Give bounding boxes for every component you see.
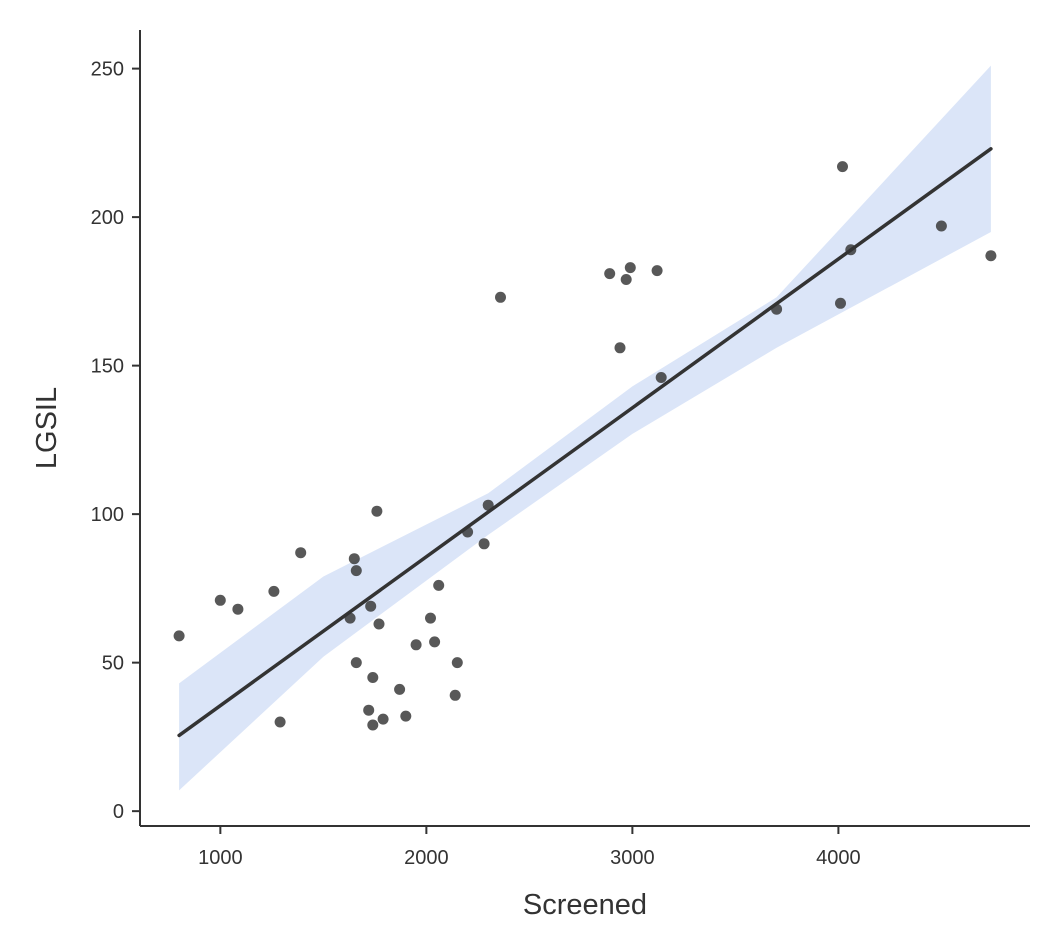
data-point-19 [400,710,412,722]
regression-line [177,147,993,738]
data-point-34 [651,265,663,277]
data-point-40 [935,220,947,232]
data-point-30 [604,268,616,280]
data-point-6 [295,547,307,559]
data-point-25 [451,657,463,669]
data-point-23 [433,579,445,591]
data-point-2 [214,594,226,606]
data-point-22 [429,636,441,648]
data-point-21 [425,612,436,624]
axes-layer [139,30,1030,827]
x-tick-label: 3000 [610,847,655,869]
data-point-3 [232,603,244,615]
data-point-17 [377,713,389,725]
data-point-11 [363,704,375,716]
data-point-9 [350,565,362,577]
data-point-20 [410,639,422,651]
fit-line-layer [177,147,993,738]
data-point-10 [350,657,362,669]
confidence-band [179,65,991,791]
data-point-12 [365,600,377,612]
data-point-32 [620,274,632,285]
data-point-27 [478,538,490,550]
x-tick-label: 2000 [404,847,449,869]
data-point-18 [394,683,406,695]
data-point-15 [371,505,383,517]
data-point-35 [655,372,667,383]
y-axis-title: LGSIL [31,387,63,469]
y-tick-label: 100 [91,504,124,526]
data-point-4 [268,585,280,597]
y-tick-label: 200 [91,207,124,229]
x-axis-title: Screened [523,889,647,921]
data-points-layer [173,161,997,731]
y-tick-label: 150 [91,356,124,378]
y-tick-label: 250 [91,59,124,81]
y-tick-label: 0 [113,801,124,823]
confidence-band-layer [179,65,991,791]
x-tick-label: 4000 [816,847,861,869]
data-point-31 [614,342,626,354]
x-tick-label: 1000 [198,847,243,869]
data-point-24 [449,689,461,701]
data-point-29 [495,291,506,303]
data-point-13 [367,672,379,683]
data-point-33 [624,262,636,274]
data-point-37 [835,297,846,309]
data-point-8 [348,553,360,565]
data-point-38 [837,161,848,173]
data-point-16 [373,618,385,630]
y-tick-label: 50 [102,653,124,675]
data-point-5 [274,716,286,728]
data-point-1 [173,630,185,642]
ticks-layer: 1000 2000 3000 4000 0 50 100 150 200 250 [91,59,861,869]
data-point-14 [367,719,379,731]
data-point-41 [985,250,997,262]
